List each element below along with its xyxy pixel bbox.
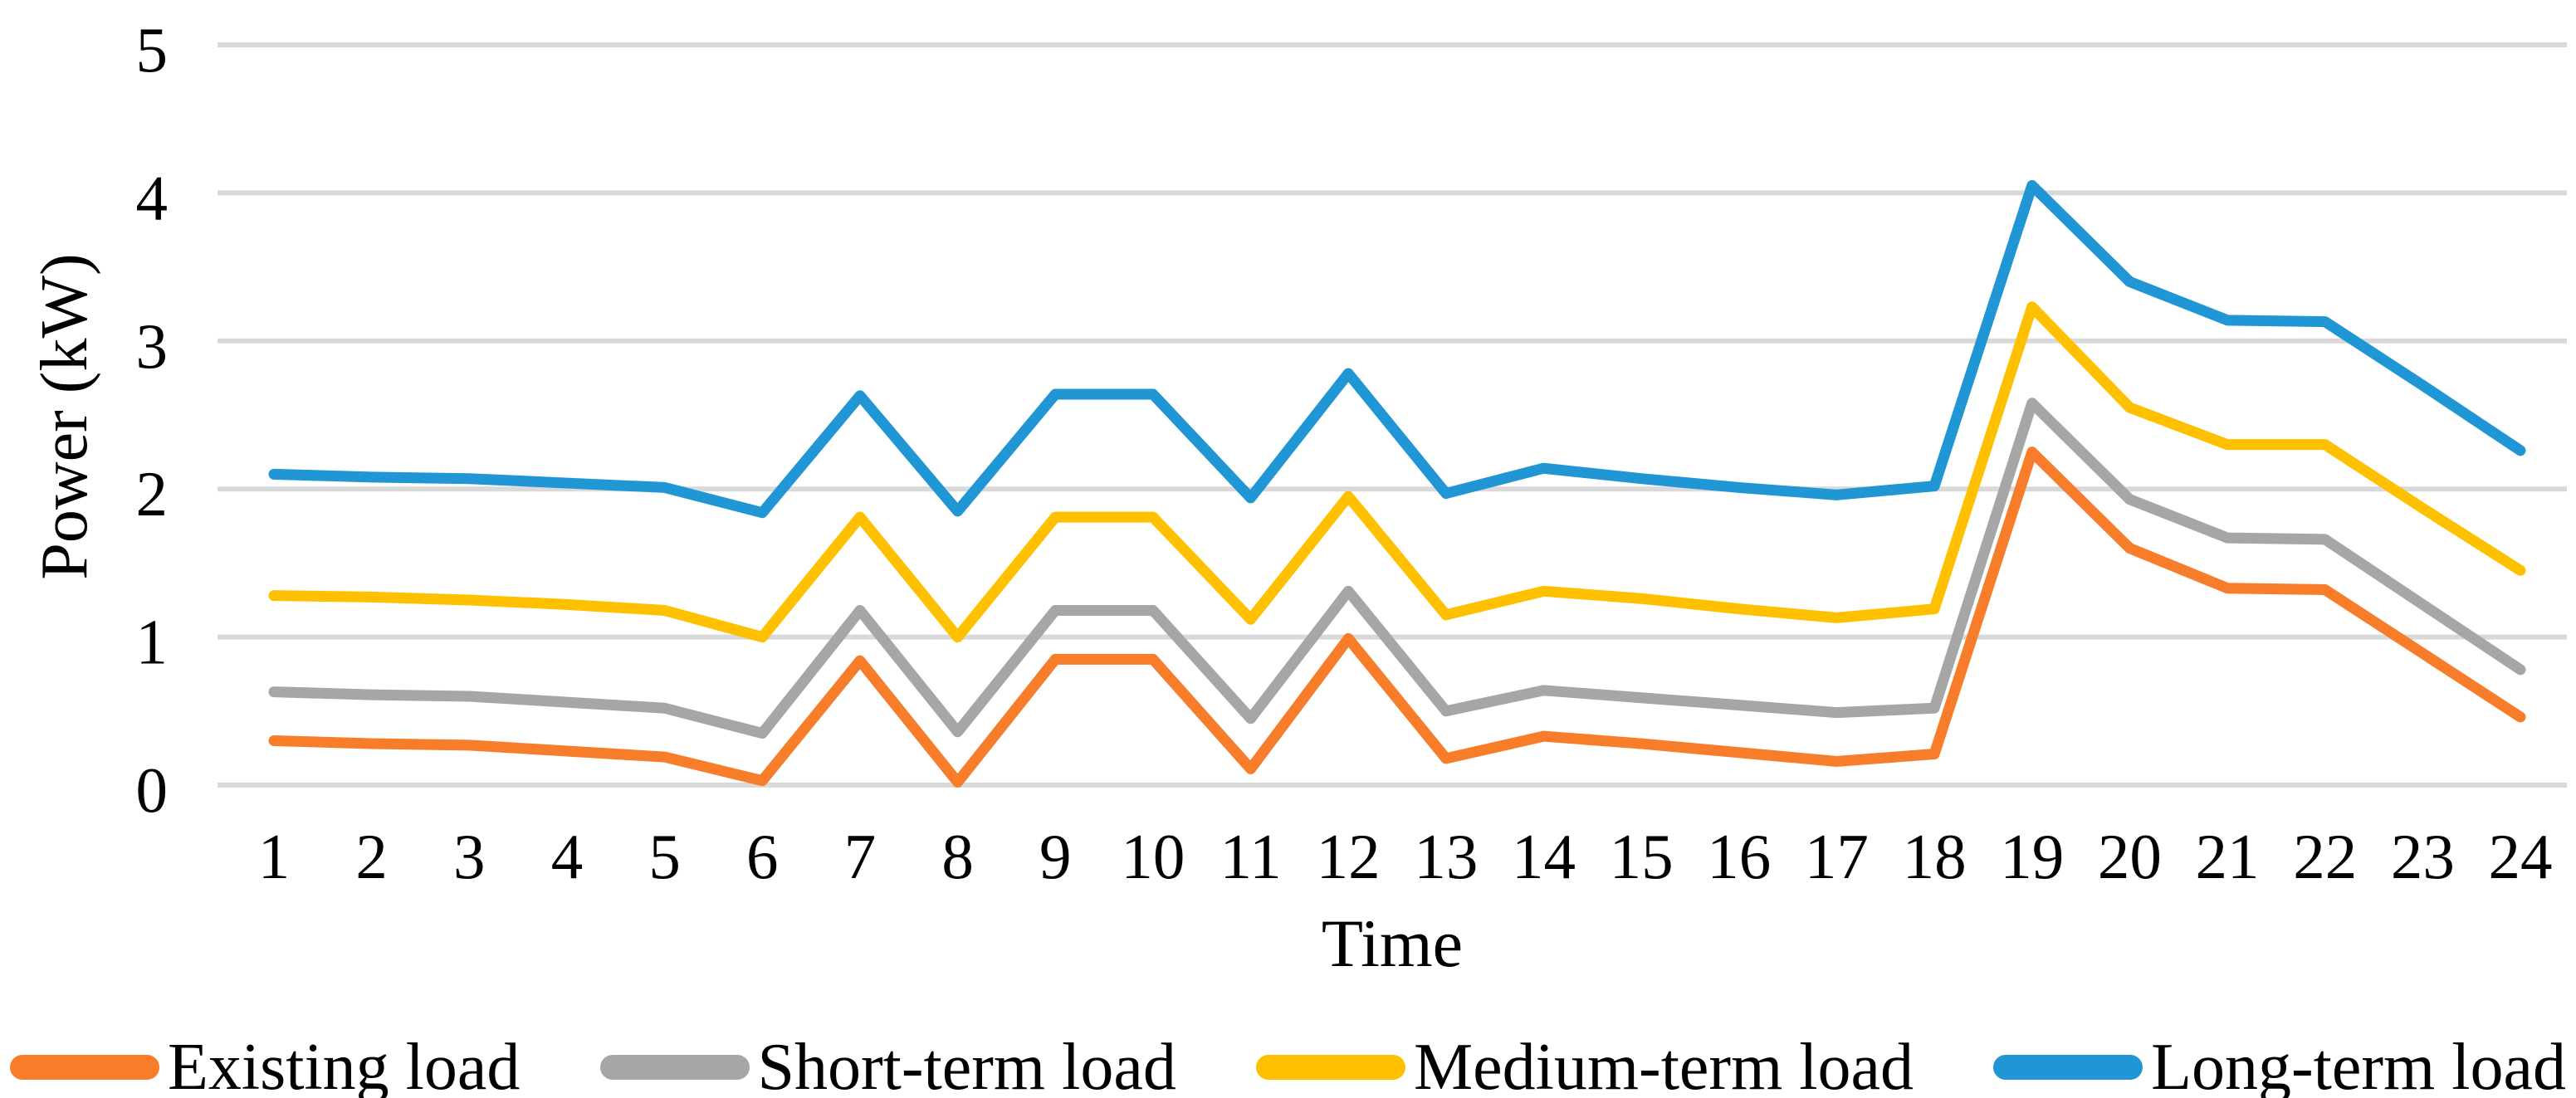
- x-tick-label-14: 14: [1512, 821, 1576, 892]
- x-tick-label-15: 15: [1610, 821, 1674, 892]
- x-tick-label-24: 24: [2489, 821, 2553, 892]
- series-line-medium-term-load: [268, 301, 2526, 643]
- x-tick-label-23: 23: [2391, 821, 2455, 892]
- x-tick-label-3: 3: [453, 821, 486, 892]
- y-tick-label-5: 5: [136, 14, 169, 85]
- series-line-long-term-load: [268, 179, 2526, 519]
- x-tick-label-2: 2: [355, 821, 388, 892]
- legend-item-short-term-load: Short-term load: [599, 1031, 1176, 1098]
- y-tick-label-2: 2: [136, 458, 169, 529]
- y-axis-title: Power (kW): [28, 253, 101, 580]
- x-tick-label-16: 16: [1707, 821, 1771, 892]
- chart-legend: Existing load Short-term load Medium-ter…: [0, 1026, 2576, 1098]
- legend-swatch-existing-load: [10, 1055, 159, 1080]
- y-tick-label-0: 0: [136, 754, 169, 826]
- y-tick-label-4: 4: [136, 162, 169, 233]
- y-tick-label-3: 3: [136, 310, 169, 382]
- series-line-short-term-load: [268, 398, 2526, 739]
- y-tick-label-1: 1: [136, 607, 169, 678]
- x-tick-label-8: 8: [941, 821, 974, 892]
- x-tick-label-7: 7: [844, 821, 877, 892]
- x-tick-label-21: 21: [2196, 821, 2260, 892]
- legend-swatch-long-term-load: [1993, 1055, 2143, 1080]
- x-tick-label-4: 4: [551, 821, 584, 892]
- x-tick-label-13: 13: [1414, 821, 1478, 892]
- legend-label-long-term-load: Long-term load: [2151, 1031, 2566, 1098]
- legend-swatch-short-term-load: [599, 1055, 750, 1080]
- x-axis-tick-labels: 1 2 3 4 5 6 7 8 9 10 11 12 13 14 15 16 17 18 19 20 21 22 23 24: [258, 821, 2553, 892]
- x-axis-title: Time: [1321, 905, 1464, 981]
- legend-item-long-term-load: Long-term load: [1993, 1034, 2566, 1098]
- x-tick-label-9: 9: [1039, 821, 1072, 892]
- x-tick-label-5: 5: [648, 821, 681, 892]
- x-tick-label-18: 18: [1903, 821, 1967, 892]
- legend-label-short-term-load: Short-term load: [757, 1031, 1176, 1098]
- x-tick-label-10: 10: [1121, 821, 1185, 892]
- x-tick-label-20: 20: [2098, 821, 2162, 892]
- x-tick-label-1: 1: [258, 821, 291, 892]
- x-tick-label-22: 22: [2293, 821, 2357, 892]
- x-tick-label-12: 12: [1317, 821, 1381, 892]
- x-tick-label-19: 19: [2000, 821, 2064, 892]
- gridlines: [218, 42, 2567, 788]
- x-tick-label-17: 17: [1805, 821, 1869, 892]
- legend-label-medium-term-load: Medium-term load: [1413, 1031, 1914, 1098]
- legend-label-existing-load: Existing load: [168, 1031, 521, 1098]
- x-tick-label-11: 11: [1220, 821, 1281, 892]
- legend-swatch-medium-term-load: [1255, 1055, 1405, 1080]
- series-line-existing-load: [268, 447, 2526, 788]
- legend-item-existing-load: Existing load: [10, 1034, 520, 1098]
- y-axis-tick-labels: 0 1 2 3 4 5: [136, 14, 169, 826]
- legend-item-medium-term-load: Medium-term load: [1255, 1031, 1914, 1098]
- x-tick-label-6: 6: [746, 821, 779, 892]
